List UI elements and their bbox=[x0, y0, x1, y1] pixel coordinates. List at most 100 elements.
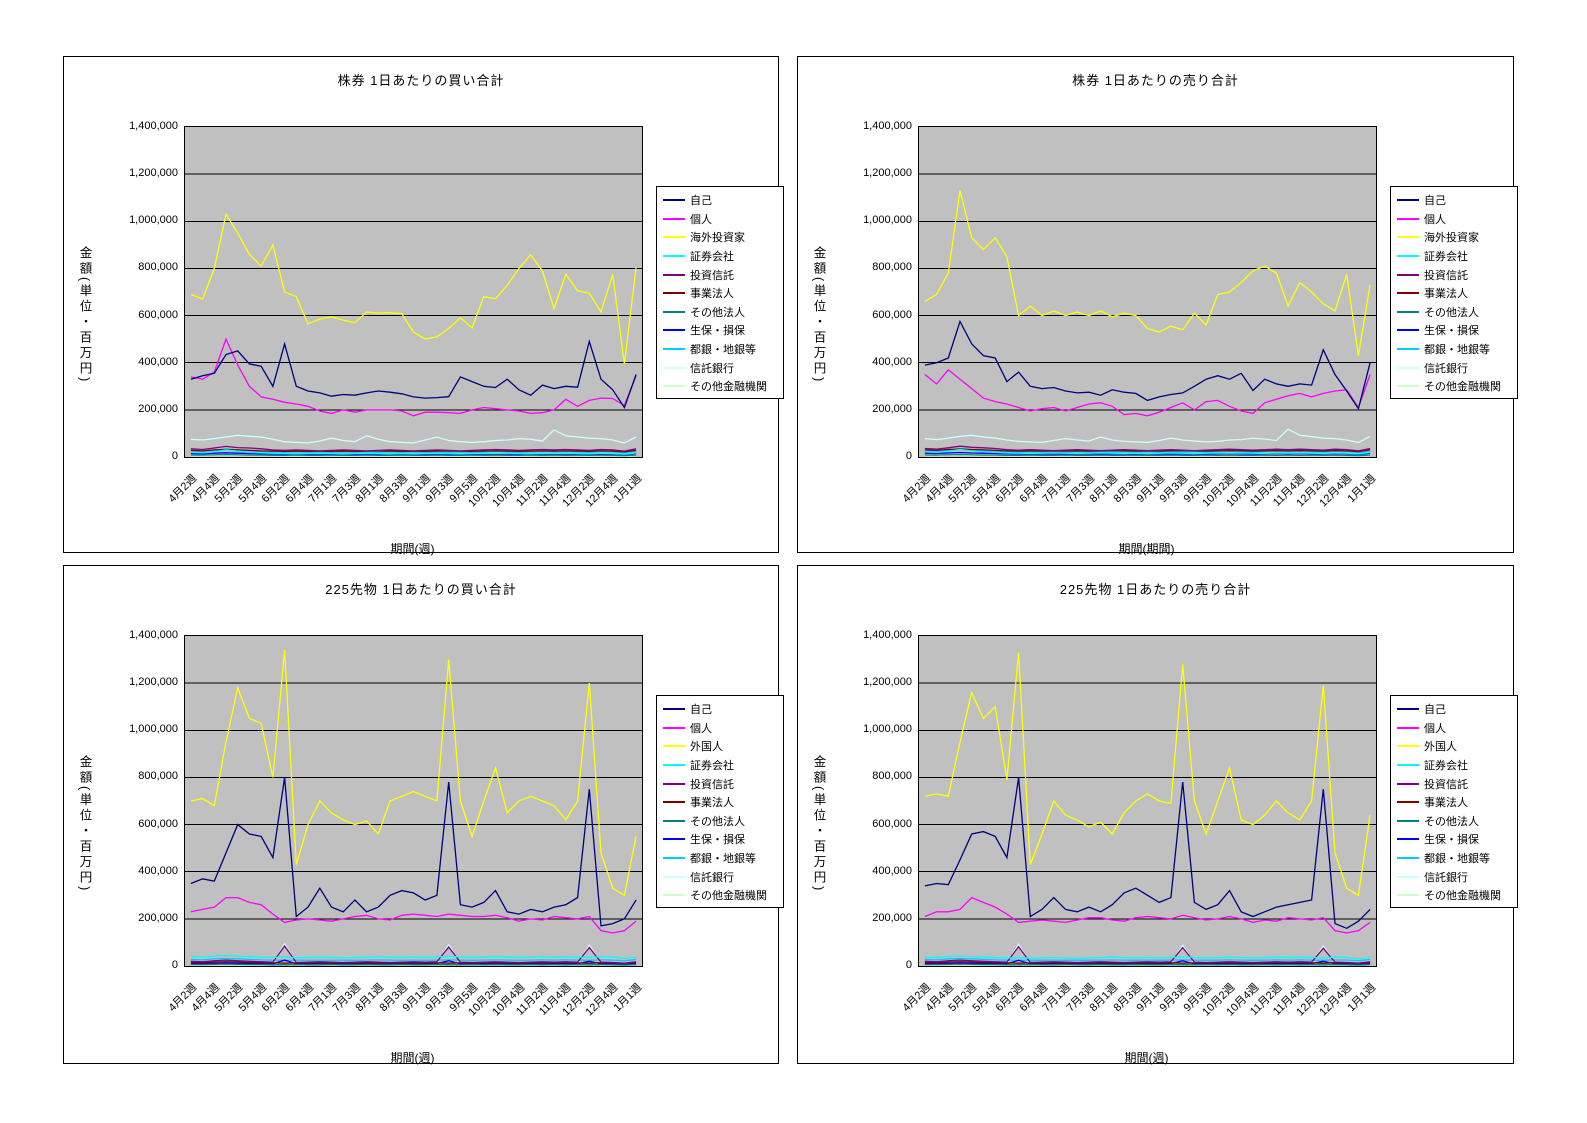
y-tick-label: 400,000 bbox=[138, 355, 178, 368]
y-axis-title: 金額(単位・百万円) bbox=[77, 246, 92, 385]
legend-item: 投資信託 bbox=[663, 774, 779, 793]
legend-label: 個人 bbox=[690, 213, 712, 226]
y-axis-title: 金額(単位・百万円) bbox=[811, 246, 826, 385]
legend-item: 都銀・地銀等 bbox=[663, 849, 779, 868]
legend-label: 投資信託 bbox=[1424, 269, 1468, 282]
series-line-自己 bbox=[924, 777, 1371, 930]
chart-panel-futures-sell: 225先物 1日あたりの売り合計 金額(単位・百万円) 1,400,000 1,200… bbox=[797, 565, 1518, 1065]
legend-line-marker bbox=[663, 329, 685, 332]
legend-line-marker bbox=[1397, 217, 1419, 220]
series-line-投資信託 bbox=[924, 945, 1371, 964]
legend-line-marker bbox=[663, 273, 685, 276]
legend-item: 外国人 bbox=[1397, 737, 1513, 756]
series-line-証券会社 bbox=[924, 955, 1371, 960]
legend-line-marker bbox=[1397, 857, 1419, 860]
chart-title: 株券 1日あたりの売り合計 bbox=[1072, 73, 1239, 88]
legend-line-marker bbox=[663, 217, 685, 220]
legend-line-marker bbox=[663, 819, 685, 822]
series-line-自己 bbox=[924, 319, 1371, 411]
plot-svg bbox=[919, 652, 1376, 966]
legend-line-marker bbox=[663, 801, 685, 804]
legend-label: 生保・損保 bbox=[1424, 834, 1479, 847]
x-axis-title: 期間(週) bbox=[1124, 1051, 1169, 1065]
legend-label: その他法人 bbox=[1424, 306, 1479, 319]
legend-label: 証券会社 bbox=[690, 251, 734, 264]
legend-line-marker bbox=[663, 385, 685, 388]
legend-label: 事業法人 bbox=[1424, 797, 1468, 810]
y-tick-label: 1,000,000 bbox=[129, 214, 178, 227]
legend-item: 都銀・地銀等 bbox=[663, 340, 779, 359]
legend-item: 個人 bbox=[1397, 719, 1513, 738]
y-tick-label: 0 bbox=[171, 959, 178, 971]
legend-line-marker bbox=[663, 838, 685, 841]
legend-item: 事業法人 bbox=[663, 793, 779, 812]
plot-area bbox=[918, 126, 1377, 458]
legend-line-marker bbox=[1397, 875, 1419, 878]
series-line-事業法人 bbox=[924, 961, 1371, 965]
series-line-個人 bbox=[924, 368, 1371, 417]
legend-item: 海外投資家 bbox=[663, 228, 779, 247]
legend-line-marker bbox=[1397, 292, 1419, 295]
legend-line-marker bbox=[1397, 366, 1419, 369]
chart-title: 225先物 1日あたりの売り合計 bbox=[1059, 582, 1252, 597]
legend-line-marker bbox=[663, 764, 685, 767]
y-tick-label: 1,000,000 bbox=[863, 723, 912, 736]
legend-label: その他金融機関 bbox=[1424, 381, 1501, 394]
legend-label: その他法人 bbox=[690, 306, 745, 319]
series-line-都銀・地銀等 bbox=[190, 957, 637, 962]
legend-item: 信託銀行 bbox=[663, 358, 779, 377]
legend-label: 個人 bbox=[1424, 213, 1446, 226]
legend-item: 自己 bbox=[1397, 700, 1513, 719]
legend-item: 信託銀行 bbox=[1397, 867, 1513, 886]
plot-svg bbox=[185, 650, 642, 966]
legend-item: その他金融機関 bbox=[1397, 377, 1513, 396]
chart-panel-stock-sell: 株券 1日あたりの売り合計 金額(単位・百万円) 1,400,000 1,200,00… bbox=[797, 56, 1518, 556]
chart-title: 株券 1日あたりの買い合計 bbox=[337, 73, 505, 88]
legend-line-marker bbox=[663, 857, 685, 860]
y-tick-label: 1,200,000 bbox=[129, 676, 178, 689]
chart-panel-stock-buy: 株券 1日あたりの買い合計金額(単位・百万円) 1,400,000 1,200,00… bbox=[63, 56, 784, 556]
legend-item: 信託銀行 bbox=[663, 867, 779, 886]
legend-line-marker bbox=[663, 292, 685, 295]
legend-label: 海外投資家 bbox=[1424, 232, 1479, 245]
legend-label: 都銀・地銀等 bbox=[1424, 853, 1490, 866]
legend-line-marker bbox=[663, 708, 685, 711]
y-tick-label: 1,200,000 bbox=[863, 167, 912, 180]
y-tick-label: 400,000 bbox=[872, 355, 912, 368]
series-line-個人 bbox=[190, 337, 637, 417]
plot-area bbox=[184, 635, 643, 967]
legend-label: 信託銀行 bbox=[690, 362, 734, 375]
series-line-外国人 bbox=[924, 652, 1371, 897]
legend-label: その他法人 bbox=[1424, 815, 1479, 828]
y-tick-label: 600,000 bbox=[138, 817, 178, 830]
y-tick-label: 1,200,000 bbox=[129, 167, 178, 180]
legend-label: 信託銀行 bbox=[690, 871, 734, 884]
y-tick-label: 800,000 bbox=[138, 261, 178, 274]
legend-line-marker bbox=[1397, 199, 1419, 202]
series-line-その他法人 bbox=[190, 453, 637, 457]
plot-svg bbox=[185, 173, 642, 457]
legend-label: 都銀・地銀等 bbox=[690, 344, 756, 357]
legend-label: 自己 bbox=[1424, 195, 1446, 208]
legend-line-marker bbox=[1397, 726, 1419, 729]
y-tick-label: 600,000 bbox=[872, 817, 912, 830]
series-line-証券会社 bbox=[190, 449, 637, 455]
legend-item: 事業法人 bbox=[1397, 793, 1513, 812]
y-tick-label: 800,000 bbox=[872, 261, 912, 274]
legend-line-marker bbox=[1397, 838, 1419, 841]
legend-item: その他法人 bbox=[663, 303, 779, 322]
legend-line-marker bbox=[663, 894, 685, 897]
legend-line-marker bbox=[663, 366, 685, 369]
legend-label: 都銀・地銀等 bbox=[1424, 344, 1490, 357]
legend-line-marker bbox=[1397, 819, 1419, 822]
y-tick-label: 1,400,000 bbox=[129, 120, 178, 132]
legend-item: 事業法人 bbox=[1397, 284, 1513, 303]
y-tick-label: 1,000,000 bbox=[129, 723, 178, 736]
legend-line-marker bbox=[1397, 273, 1419, 276]
legend-line-marker bbox=[1397, 801, 1419, 804]
legend-box: 自己 個人 海外投資家 証券会社 投資信託 事業法人 その他法人 生保・損保 都銀・地銀等 信託銀… bbox=[656, 186, 784, 399]
legend-line-marker bbox=[1397, 745, 1419, 748]
series-line-証券会社 bbox=[190, 954, 637, 960]
series-line-その他法人 bbox=[924, 453, 1371, 457]
